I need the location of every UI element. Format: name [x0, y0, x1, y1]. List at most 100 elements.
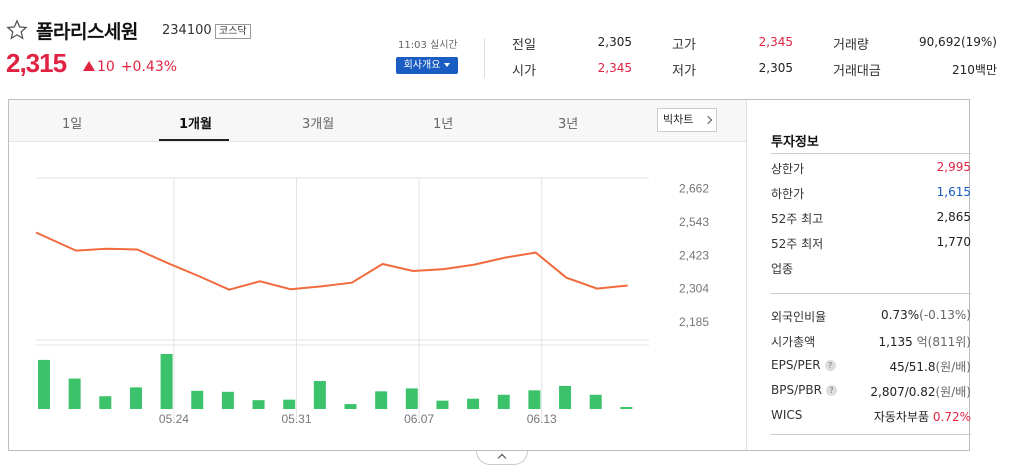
- volume-bar: [497, 394, 510, 409]
- volume-value: 90,692(19%): [918, 35, 997, 49]
- y-tick-label: 2,185: [679, 315, 709, 329]
- foreign-ratio-row: 외국인비율 0.73%(-0.13%): [771, 308, 971, 326]
- help-icon[interactable]: ?: [824, 360, 836, 371]
- y-tick-label: 2,662: [679, 182, 709, 196]
- company-overview-label: 회사개요: [403, 60, 441, 71]
- star-icon[interactable]: [6, 19, 28, 41]
- lower-limit-value: 1,615: [936, 185, 971, 199]
- stock-name: 폴라리스세원: [36, 21, 138, 43]
- volume-bar: [344, 404, 357, 409]
- wics-value: 자동차부품 0.72%: [874, 408, 971, 425]
- volume-bar: [405, 388, 418, 409]
- foreign-ratio-label: 외국인비율: [771, 310, 827, 324]
- eps-per-label: EPS/PER?: [771, 358, 836, 372]
- period-tabs: 1일 1개월 3개월 1년 3년 빅차트: [9, 100, 746, 142]
- prev-close-value: 2,305: [597, 35, 632, 49]
- info-rule: [771, 434, 971, 435]
- volume-label: 거래량: [833, 38, 869, 53]
- eps-per-text: EPS/PER: [771, 358, 821, 372]
- foreign-ratio-value: 0.73%(-0.13%): [881, 308, 971, 322]
- change-amount: 10: [97, 59, 115, 75]
- chevron-up-icon: [497, 453, 507, 463]
- price-change: 10 +0.43%: [83, 59, 177, 75]
- lower-limit-label: 하한가: [771, 187, 805, 201]
- price-chart: 2,662 2,543 2,423 2,304 2,185 05.24 05.31 06.07…: [35, 177, 709, 426]
- amount-label: 거래대금: [833, 64, 881, 79]
- x-tick-label: 05.24: [159, 412, 189, 426]
- industry-row: 업종: [771, 260, 971, 278]
- y-tick-label: 2,543: [679, 215, 709, 229]
- prev-close-label: 전일: [512, 38, 536, 53]
- eps-per-row: EPS/PER? 45/51.8(원/배): [771, 358, 971, 376]
- price-line: [35, 231, 628, 291]
- market-cap-amount: 1,135: [878, 335, 913, 349]
- help-icon[interactable]: ?: [825, 385, 837, 396]
- divider: [484, 38, 485, 78]
- volume-bar: [436, 400, 449, 409]
- upper-limit-row: 상한가 2,995: [771, 160, 971, 178]
- high-value: 2,345: [758, 35, 793, 49]
- tab-1d[interactable]: 1일: [62, 117, 83, 132]
- chart-panel: 1일 1개월 3개월 1년 3년 빅차트 2,662 2,543 2,423 2,30…: [8, 99, 971, 451]
- stock-code: 234100: [162, 23, 212, 38]
- volume-bar: [99, 396, 112, 409]
- company-overview-button[interactable]: 회사개요: [396, 57, 458, 74]
- info-rule: [771, 293, 971, 294]
- big-chart-label: 빅차트: [663, 113, 694, 126]
- high-52w-label: 52주 최고: [771, 212, 824, 226]
- low-value: 2,305: [758, 61, 793, 75]
- volume-bar: [191, 390, 204, 409]
- info-rule: [771, 153, 971, 154]
- wics-label: WICS: [771, 408, 803, 422]
- foreign-ratio-change: (-0.13%): [919, 308, 971, 322]
- change-percent: +0.43%: [120, 59, 178, 75]
- bps-pbr-value: 2,807/0.82(원/배): [870, 383, 971, 400]
- tab-3y[interactable]: 3년: [558, 117, 579, 132]
- bps-pbr-label: BPS/PBR?: [771, 383, 837, 397]
- realtime-label: 11:03 실시간: [398, 40, 458, 51]
- volume-bar: [38, 359, 50, 409]
- volume-bar: [528, 390, 541, 409]
- y-tick-label: 2,304: [679, 282, 709, 296]
- tab-3m[interactable]: 3개월: [302, 117, 335, 132]
- market-cap-label: 시가총액: [771, 335, 816, 349]
- volume-bar: [559, 385, 572, 409]
- market-badge: 코스닥: [215, 24, 251, 39]
- volume-bar: [129, 387, 142, 409]
- bps-pbr-row: BPS/PBR? 2,807/0.82(원/배): [771, 383, 971, 401]
- high-label: 고가: [672, 38, 696, 53]
- wics-row: WICS 자동차부품 0.72%: [771, 408, 971, 426]
- open-label: 시가: [512, 64, 536, 79]
- x-tick-label: 05.31: [282, 412, 312, 426]
- bps-pbr-number: 2,807/0.82: [870, 385, 936, 399]
- foreign-ratio-pct: 0.73%: [881, 308, 920, 322]
- low-label: 저가: [672, 64, 696, 79]
- volume-bar: [283, 399, 296, 409]
- volume-bar: [620, 407, 633, 409]
- market-cap-row: 시가총액 1,135 억(811위): [771, 333, 971, 351]
- eps-per-number: 45/51.8: [889, 360, 936, 374]
- low-52w-label: 52주 최저: [771, 237, 824, 251]
- open-value: 2,345: [597, 61, 632, 75]
- panel-divider: [746, 100, 747, 450]
- collapse-button[interactable]: [476, 451, 528, 465]
- volume-bar: [313, 381, 326, 409]
- up-triangle-icon: [83, 61, 95, 71]
- x-tick-label: 06.07: [404, 412, 434, 426]
- y-tick-label: 2,423: [679, 248, 709, 262]
- amount-value: 210백만: [952, 63, 997, 77]
- stock-header: 폴라리스세원 234100 코스닥 2,315 10 +0.43% 11:03 실…: [0, 0, 1018, 95]
- volume-bar: [589, 394, 602, 409]
- low-52w-row: 52주 최저 1,770: [771, 235, 971, 253]
- active-tab-indicator: [159, 139, 229, 141]
- tab-1m[interactable]: 1개월: [179, 117, 212, 132]
- lower-limit-row: 하한가 1,615: [771, 185, 971, 203]
- volume-bar: [160, 354, 173, 409]
- low-52w-value: 1,770: [936, 235, 971, 249]
- industry-label: 업종: [771, 262, 794, 276]
- bps-pbr-text: BPS/PBR: [771, 383, 822, 397]
- wics-sector[interactable]: 자동차부품: [873, 410, 930, 424]
- big-chart-button[interactable]: 빅차트: [657, 108, 717, 132]
- upper-limit-label: 상한가: [771, 162, 805, 176]
- tab-1y[interactable]: 1년: [433, 117, 454, 132]
